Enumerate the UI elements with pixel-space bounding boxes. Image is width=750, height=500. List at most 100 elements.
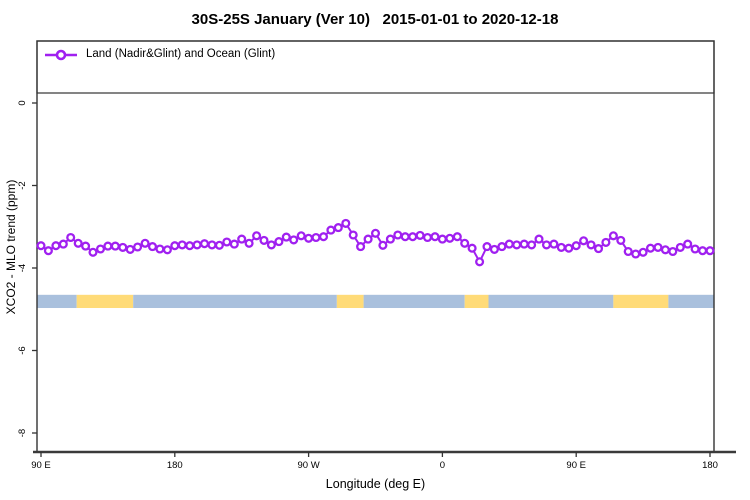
chart-title: 30S-25S January (Ver 10) 2015-01-01 to 2… (191, 11, 559, 28)
data-point (452, 232, 462, 242)
x-axis-ticks: 90 E 180 90 W 0 90 E 180 (31, 452, 718, 471)
data-point (66, 232, 76, 243)
data-point (214, 240, 224, 250)
data-point (408, 232, 418, 242)
data-point (222, 237, 232, 247)
data-point (110, 241, 120, 251)
data-point (430, 232, 440, 242)
data-point (616, 235, 626, 245)
data-point (304, 233, 314, 243)
data-point (393, 230, 403, 240)
band-segment-land (464, 294, 489, 309)
data-point (363, 234, 373, 244)
data-point (177, 240, 187, 250)
data-point (185, 241, 195, 251)
data-point (244, 238, 254, 248)
data-point (683, 239, 693, 249)
data-point (519, 239, 529, 249)
data-point (579, 236, 589, 246)
data-point (103, 241, 113, 251)
data-series (36, 218, 715, 267)
legend-label: Land (Nadir&Glint) and Ocean (Glint) (86, 48, 276, 60)
data-point (341, 218, 351, 228)
data-point (564, 243, 574, 253)
data-point (400, 232, 410, 242)
band-segment-land (336, 294, 364, 309)
data-point (333, 223, 343, 233)
x-tick-label: 0 (440, 460, 445, 471)
band-segment-ocean (37, 294, 77, 309)
data-point (348, 230, 358, 240)
x-tick-label: 90 E (566, 460, 586, 471)
data-point (497, 242, 507, 252)
y-tick-label: -6 (17, 346, 28, 354)
data-point (437, 234, 447, 244)
legend-marker (45, 49, 77, 61)
data-point (623, 246, 633, 257)
data-point (690, 244, 700, 254)
data-point (370, 228, 381, 238)
data-point (36, 241, 46, 251)
data-point (43, 246, 53, 256)
data-point (266, 240, 276, 250)
data-point (133, 242, 143, 252)
data-point (155, 244, 165, 254)
y-tick-label: 0 (17, 100, 28, 105)
data-point (601, 237, 611, 247)
y-tick-label: -2 (17, 181, 28, 189)
data-point (489, 244, 499, 254)
data-point (58, 239, 68, 249)
y-tick-label: -4 (17, 264, 28, 272)
data-point (482, 242, 492, 252)
data-point (237, 234, 247, 244)
data-point (199, 239, 210, 249)
data-point (556, 242, 566, 252)
y-axis-ticks: 0 -2 -4 -6 -8 (17, 100, 37, 437)
data-point (81, 241, 91, 251)
data-point (467, 243, 477, 253)
band-segment-land (76, 294, 134, 309)
data-point (504, 239, 514, 249)
data-point (118, 242, 128, 252)
data-point (296, 231, 306, 241)
data-point (645, 243, 656, 253)
data-point (73, 238, 83, 248)
data-point (289, 235, 299, 245)
data-point (88, 247, 98, 257)
data-point (541, 240, 552, 250)
data-point (608, 231, 618, 241)
data-point (705, 246, 715, 256)
data-point (527, 240, 537, 250)
data-point (593, 244, 604, 254)
data-point (460, 238, 470, 248)
x-tick-label: 90 E (31, 460, 51, 471)
data-point (378, 240, 388, 250)
y-tick-label: -8 (17, 429, 28, 437)
data-point (281, 232, 291, 242)
data-point (259, 235, 269, 245)
data-point (125, 244, 135, 254)
data-point (653, 242, 663, 252)
data-point (675, 242, 685, 252)
legend-open-circle-icon (55, 49, 67, 61)
data-point (415, 230, 425, 240)
data-point (229, 239, 239, 249)
band-segment-land (613, 294, 669, 309)
data-point (356, 242, 366, 252)
data-point (162, 245, 172, 255)
data-point (207, 240, 217, 250)
data-point (571, 241, 581, 251)
x-tick-label: 180 (702, 460, 718, 471)
data-point (638, 247, 648, 257)
data-point (631, 249, 641, 259)
data-point (698, 246, 708, 256)
data-point (586, 240, 596, 250)
x-axis-title: Longitude (deg E) (325, 477, 426, 491)
data-point (385, 234, 395, 244)
data-point (326, 225, 336, 235)
band-segment-ocean (488, 294, 614, 309)
x-tick-label: 90 W (298, 460, 320, 471)
x-tick-label: 180 (167, 460, 183, 471)
